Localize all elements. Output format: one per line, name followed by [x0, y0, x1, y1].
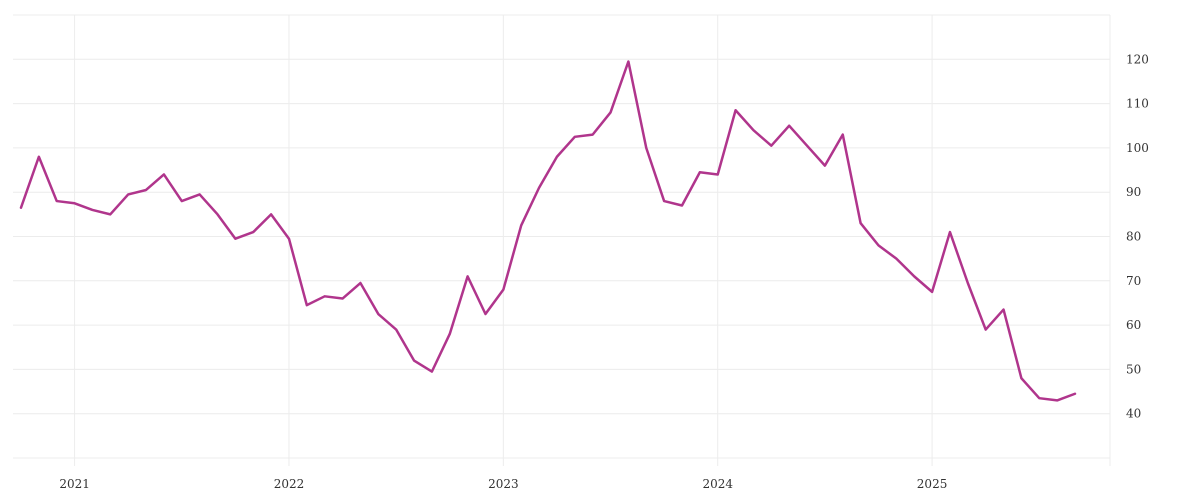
y-tick-labels: 40 50 60 70 80 90 100 110 120 [1126, 52, 1149, 420]
horizontal-grid [13, 14, 1110, 459]
vertical-grid [74, 15, 933, 466]
y-tick-label-90: 90 [1126, 185, 1141, 199]
y-tick-label-80: 80 [1126, 230, 1141, 244]
x-tick-label-2022: 2022 [274, 477, 305, 491]
y-tick-label-40: 40 [1126, 407, 1141, 421]
y-tick-label-110: 110 [1126, 97, 1149, 111]
series-group [19, 60, 1077, 402]
x-tick-label-2023: 2023 [488, 477, 519, 491]
y-tick-label-120: 120 [1126, 52, 1149, 66]
x-tick-labels: 2021 2022 2023 2024 2025 [59, 477, 947, 491]
y-tick-label-60: 60 [1126, 318, 1141, 332]
x-tick-label-2021: 2021 [59, 477, 90, 491]
y-tick-label-50: 50 [1126, 362, 1141, 376]
x-tick-label-2024: 2024 [702, 477, 733, 491]
x-tick-label-2025: 2025 [917, 477, 948, 491]
series-line-0 [19, 60, 1077, 402]
y-tick-label-70: 70 [1126, 274, 1141, 288]
y-tick-label-100: 100 [1126, 141, 1149, 155]
